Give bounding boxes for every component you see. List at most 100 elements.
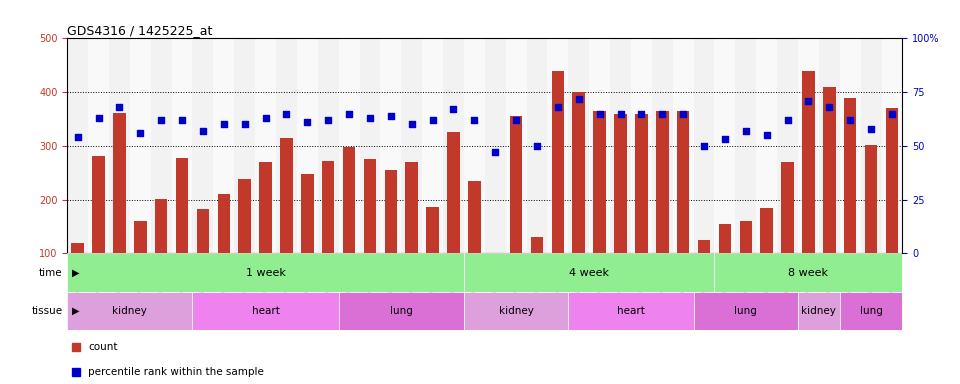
Bar [339, 38, 359, 253]
Bar [636, 114, 648, 307]
Point [738, 128, 754, 134]
Bar [339, 292, 464, 330]
Point [111, 104, 127, 110]
Text: percentile rank within the sample: percentile rank within the sample [88, 366, 264, 377]
Bar [92, 156, 105, 307]
Bar [447, 132, 460, 307]
Bar [318, 38, 339, 253]
Bar [489, 253, 501, 307]
Bar [364, 159, 376, 307]
Bar [572, 92, 585, 307]
Bar [468, 181, 481, 307]
Text: ▶: ▶ [72, 268, 80, 278]
Bar [67, 38, 88, 253]
Point [634, 111, 649, 117]
Bar [134, 221, 147, 307]
Bar [88, 38, 108, 253]
Bar [840, 38, 860, 253]
Point [237, 121, 252, 127]
Bar [714, 38, 735, 253]
Point [863, 126, 878, 132]
Bar [109, 38, 130, 253]
Point [258, 115, 274, 121]
Bar [781, 162, 794, 307]
Text: kidney: kidney [802, 306, 836, 316]
Bar [760, 208, 773, 307]
Point [70, 134, 85, 141]
Bar [698, 240, 710, 307]
Bar [693, 292, 798, 330]
Bar [359, 38, 380, 253]
Bar [881, 38, 902, 253]
Bar [130, 38, 151, 253]
Point [300, 119, 315, 125]
Point [216, 121, 231, 127]
Text: tissue: tissue [32, 306, 62, 316]
Text: lung: lung [390, 306, 413, 316]
Bar [719, 224, 732, 307]
Point [843, 117, 858, 123]
Bar [485, 38, 506, 253]
Text: 4 week: 4 week [569, 268, 610, 278]
Text: count: count [88, 341, 117, 352]
Point [780, 117, 795, 123]
Text: 8 week: 8 week [788, 268, 828, 278]
Bar [113, 113, 126, 307]
Point [342, 111, 357, 117]
Point [822, 104, 837, 110]
Point [425, 117, 441, 123]
Bar [218, 194, 230, 307]
Bar [886, 108, 899, 307]
Point [383, 113, 398, 119]
Bar [526, 38, 547, 253]
Bar [840, 292, 902, 330]
Bar [844, 98, 856, 307]
Bar [151, 38, 172, 253]
Point [132, 130, 148, 136]
Point [612, 111, 628, 117]
Text: GDS4316 / 1425225_at: GDS4316 / 1425225_at [67, 24, 212, 37]
Bar [213, 38, 234, 253]
Bar [631, 38, 652, 253]
Bar [506, 38, 526, 253]
Bar [865, 145, 877, 307]
Point [321, 117, 336, 123]
Point [717, 136, 732, 142]
Point [801, 98, 816, 104]
Point [759, 132, 775, 138]
Point [195, 128, 210, 134]
Bar [823, 87, 835, 307]
Bar [798, 292, 840, 330]
Point [509, 117, 524, 123]
Point [154, 117, 169, 123]
Point [696, 143, 711, 149]
Point [175, 117, 190, 123]
Bar [552, 71, 564, 307]
Bar [385, 170, 397, 307]
Text: kidney: kidney [112, 306, 147, 316]
Bar [197, 209, 209, 307]
Bar [426, 207, 439, 307]
Bar [322, 161, 334, 307]
Bar [422, 38, 443, 253]
Text: lung: lung [734, 306, 757, 316]
Bar [259, 162, 272, 307]
Bar [280, 138, 293, 307]
Bar [443, 38, 464, 253]
Bar [568, 38, 589, 253]
Point [362, 115, 377, 121]
Text: kidney: kidney [498, 306, 534, 316]
Bar [238, 179, 251, 307]
Text: time: time [38, 268, 62, 278]
Point [445, 106, 461, 113]
Bar [531, 237, 543, 307]
Point [571, 96, 587, 102]
Bar [673, 38, 693, 253]
Point [91, 115, 107, 121]
Point [884, 111, 900, 117]
Bar [510, 116, 522, 307]
Bar [192, 38, 213, 253]
Point [404, 121, 420, 127]
Point [488, 149, 503, 156]
Bar [71, 243, 84, 307]
